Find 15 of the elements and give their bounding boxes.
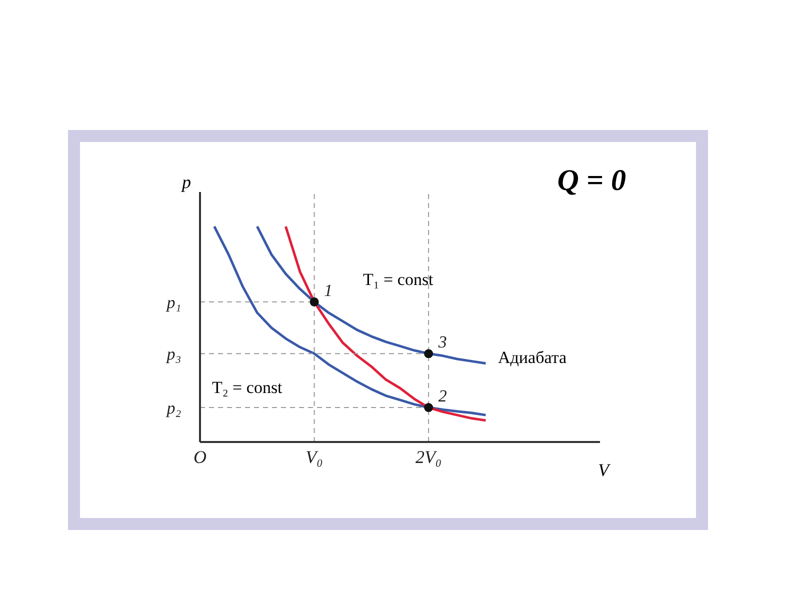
annotation: 1: [324, 280, 333, 300]
chart-title: Q = 0: [557, 164, 626, 198]
y-axis-title: p: [182, 172, 191, 193]
x-tick-label: 2V₀: [415, 446, 442, 467]
annotation: p₂: [166, 398, 182, 418]
x-tick-label: O: [194, 446, 206, 467]
annotation: Адиабата: [498, 348, 567, 368]
annotation: p₃: [166, 344, 182, 364]
annotation: 3: [437, 332, 447, 352]
annotation: p₁: [166, 292, 182, 312]
annotation: T₁ = const: [363, 270, 434, 290]
x-tick-label: V₀: [306, 446, 323, 467]
x-axis-title: V: [598, 460, 609, 481]
annotation: 2: [438, 386, 448, 406]
annotation: T₂ = const: [212, 378, 282, 398]
